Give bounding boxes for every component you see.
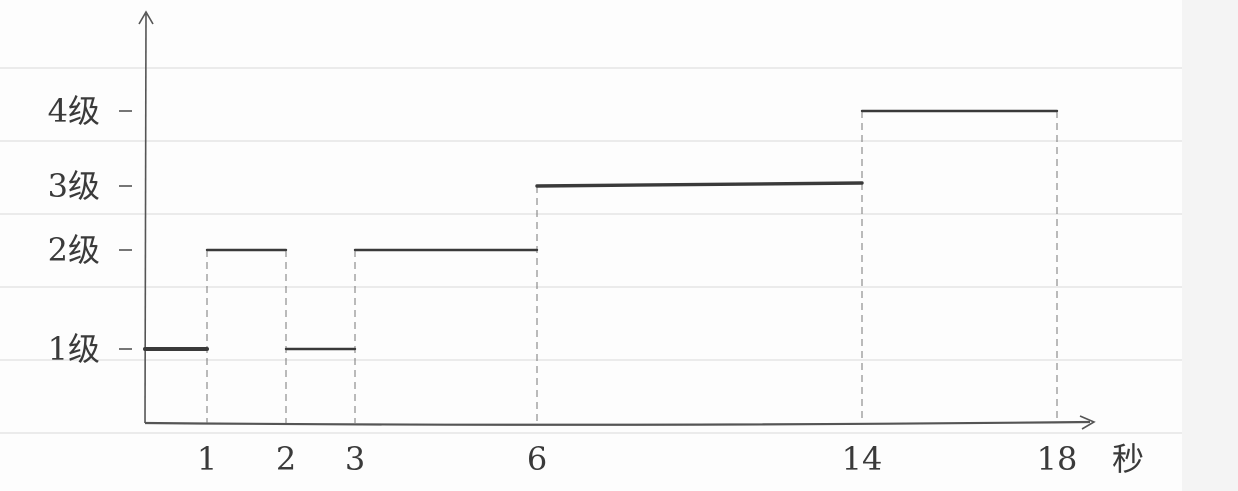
y-axis [144, 13, 147, 424]
step-segment [535, 181, 864, 188]
x-tick-label: 6 [527, 440, 547, 478]
x-tick-label: 14 [842, 440, 883, 478]
y-axis-arrow [138, 10, 154, 25]
x-axis-unit: 秒 [1112, 440, 1144, 478]
x-tick-label: 18 [1037, 440, 1078, 478]
x-axis-arrow [1079, 415, 1096, 430]
x-tick-label: 2 [276, 440, 296, 478]
x-axis [144, 420, 1091, 426]
y-tick-label: 3级 [48, 167, 100, 205]
lined-paper [0, 0, 1182, 491]
y-tick-label: 2级 [48, 231, 100, 269]
page-margin [1182, 0, 1238, 491]
x-tick-label: 1 [197, 440, 217, 478]
x-tick-label: 3 [345, 440, 365, 478]
y-tick-label: 4级 [48, 92, 100, 130]
y-tick-label: 1级 [48, 330, 100, 368]
